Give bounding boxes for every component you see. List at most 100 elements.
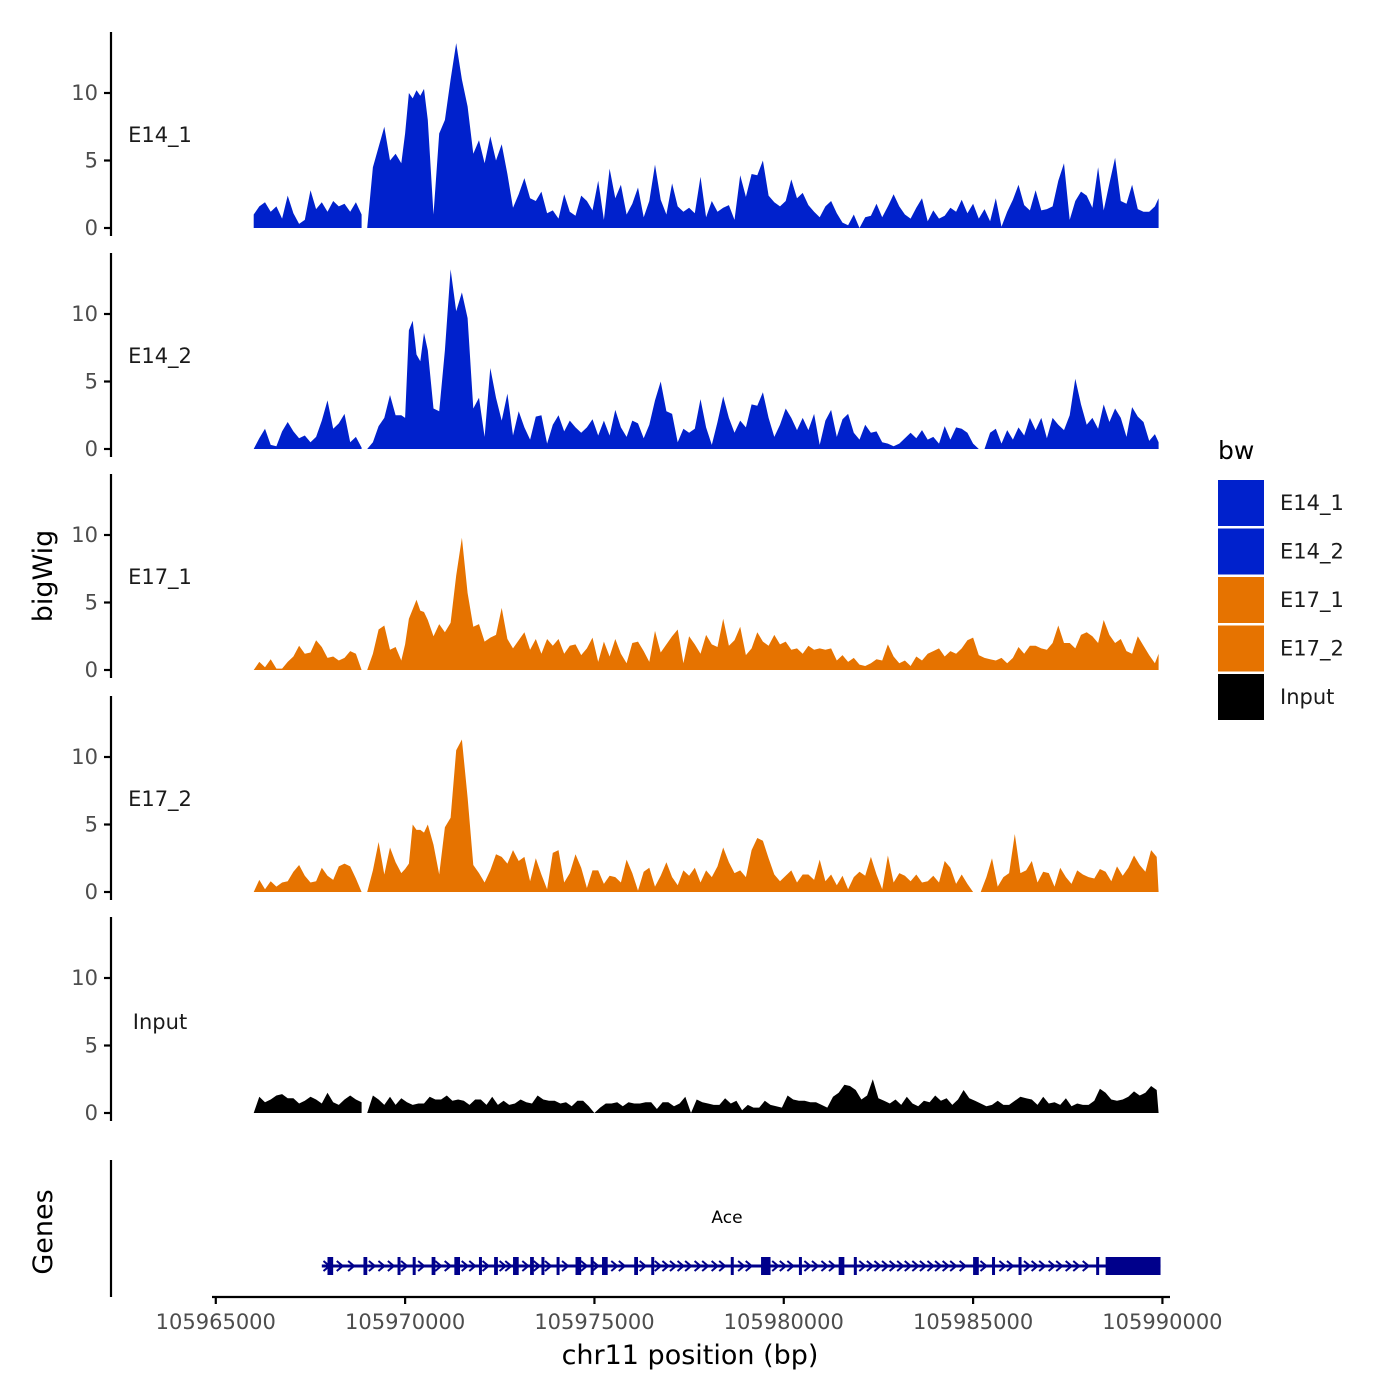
gene-strand-arrow bbox=[481, 1260, 491, 1272]
gene-strand-arrow bbox=[544, 1260, 553, 1272]
gene-strand-arrow bbox=[934, 1260, 943, 1272]
y-tick-label: 0 bbox=[85, 1101, 98, 1125]
legend-swatch-e14_2 bbox=[1218, 528, 1264, 575]
gene-strand-arrow bbox=[498, 1260, 508, 1272]
gene-strand-arrow bbox=[919, 1260, 928, 1272]
y-tick-label: 0 bbox=[85, 437, 98, 461]
y-tick-label: 0 bbox=[85, 658, 98, 682]
gene-strand-arrow bbox=[417, 1260, 426, 1272]
gene-strand-arrow bbox=[1055, 1260, 1064, 1272]
gene-strand-arrow bbox=[911, 1260, 920, 1272]
gene-exon bbox=[575, 1257, 582, 1275]
gene-strand-arrow bbox=[737, 1260, 746, 1272]
gene-strand-arrow bbox=[771, 1260, 780, 1272]
gene-exon bbox=[397, 1257, 401, 1275]
track-e17_2: 0 5 10 E17_2 bbox=[71, 696, 1159, 904]
signal-area-e14_2 bbox=[253, 400, 362, 449]
gene-exon bbox=[1018, 1257, 1022, 1275]
legend: bw E14_1 E14_2 E17_1 E17_2 Input bbox=[1218, 436, 1344, 720]
gene-strand-arrow bbox=[533, 1260, 542, 1272]
gene-strand-arrow bbox=[873, 1260, 882, 1272]
gene-strand-arrow bbox=[1030, 1260, 1040, 1272]
gene-strand-arrow bbox=[434, 1260, 443, 1272]
gene-strand-arrow bbox=[669, 1260, 678, 1272]
gene-strand-arrow bbox=[786, 1260, 795, 1272]
gene-strand-arrow bbox=[654, 1260, 663, 1272]
y-tick-label: 0 bbox=[85, 216, 98, 240]
gene-strand-arrow bbox=[998, 1260, 1007, 1272]
y-tick-label: 5 bbox=[85, 591, 98, 615]
gene-strand-arrow bbox=[1082, 1260, 1091, 1272]
gene-strand-arrow bbox=[661, 1260, 670, 1272]
track-label: E17_1 bbox=[128, 565, 192, 590]
gene-strand-arrow bbox=[377, 1260, 386, 1272]
track-input: 0 5 10 Input bbox=[71, 917, 1159, 1125]
signal-area-e14_1 bbox=[367, 43, 1159, 228]
gene-strand-arrow bbox=[1038, 1260, 1047, 1272]
signal-area-e14_2 bbox=[367, 269, 979, 449]
legend-title: bw bbox=[1218, 436, 1254, 465]
gene-exon bbox=[992, 1257, 996, 1275]
gene-strand-arrow bbox=[888, 1260, 898, 1272]
x-axis: 105965000 105970000 105975000 105980000 1059… bbox=[156, 1295, 1223, 1334]
gene-strand-arrow bbox=[504, 1260, 513, 1272]
gene-strand-arrow bbox=[1047, 1260, 1057, 1272]
gene-exon bbox=[798, 1257, 802, 1275]
y-tick-label: 10 bbox=[71, 81, 98, 105]
gene-strand-arrow bbox=[684, 1260, 693, 1272]
gene-strand-arrow bbox=[521, 1260, 530, 1272]
gene-track-title: Genes bbox=[28, 1189, 59, 1274]
gene-exon bbox=[363, 1257, 368, 1275]
gene-strand-arrow bbox=[618, 1260, 627, 1272]
track-e17_1: 0 5 10 E17_1 bbox=[71, 474, 1159, 682]
gene-strand-arrow bbox=[639, 1260, 648, 1272]
y-tick-label: 10 bbox=[71, 966, 98, 990]
signal-tracks: 0 5 10 E14_1 0 5 10 E14_2 0 5 10 E17_1 0 5 10 E17_2 0 5 10… bbox=[71, 32, 1159, 1125]
gene-strand-arrow bbox=[387, 1260, 396, 1272]
gene-exon bbox=[431, 1257, 436, 1275]
gene-strand-arrow bbox=[693, 1260, 703, 1272]
legend-label: Input bbox=[1280, 685, 1334, 709]
legend-swatch-e14_1 bbox=[1218, 480, 1264, 526]
gene-strand-arrow bbox=[336, 1260, 345, 1272]
x-tick-label: 105985000 bbox=[913, 1310, 1033, 1334]
legend-label: E17_1 bbox=[1280, 588, 1344, 613]
gene-exon bbox=[412, 1257, 416, 1275]
gene-exon bbox=[973, 1257, 979, 1275]
gene-exon bbox=[853, 1257, 857, 1275]
y-tick-label: 5 bbox=[85, 370, 98, 394]
gene-strand-arrow bbox=[591, 1260, 600, 1272]
gene-strand-arrow bbox=[881, 1260, 890, 1272]
legend-swatch-e17_2 bbox=[1218, 625, 1264, 672]
gene-exon bbox=[602, 1257, 608, 1275]
gene-strand-arrow bbox=[1065, 1260, 1074, 1272]
gene-strand-arrow bbox=[745, 1260, 754, 1272]
gene-strand-arrow bbox=[858, 1260, 867, 1272]
gene-strand-arrow bbox=[718, 1260, 727, 1272]
legend-swatch-e17_1 bbox=[1218, 577, 1264, 623]
y-tick-label: 10 bbox=[71, 745, 98, 769]
gene-exon bbox=[494, 1257, 498, 1275]
signal-area-e14_2 bbox=[984, 378, 1159, 449]
x-axis-title: chr11 position (bp) bbox=[562, 1340, 819, 1371]
gene-strand-arrow bbox=[580, 1260, 589, 1272]
gene-strand-arrow bbox=[322, 1260, 332, 1272]
gene-strand-arrow bbox=[866, 1260, 875, 1272]
y-tick-label: 10 bbox=[71, 302, 98, 326]
legend-label: E14_2 bbox=[1280, 540, 1344, 565]
gene-strand-arrow bbox=[1072, 1260, 1081, 1272]
signal-area-e17_2 bbox=[253, 863, 362, 892]
legend-label: E17_2 bbox=[1280, 637, 1344, 662]
signal-area-e17_1 bbox=[253, 640, 362, 670]
gene-exon bbox=[478, 1257, 482, 1275]
gene-strand-arrow bbox=[1006, 1260, 1015, 1272]
gene-exon bbox=[590, 1257, 594, 1275]
gene-strand-arrow bbox=[979, 1260, 989, 1272]
gene-strand-arrow bbox=[368, 1260, 377, 1272]
gene-strand-arrow bbox=[461, 1260, 470, 1272]
gene-strand-arrow bbox=[400, 1260, 409, 1272]
gene-strand-arrow bbox=[926, 1260, 936, 1272]
gene-strand-arrow bbox=[779, 1260, 788, 1272]
gene-exon bbox=[1096, 1257, 1100, 1275]
signal-area-e17_2 bbox=[367, 739, 974, 892]
